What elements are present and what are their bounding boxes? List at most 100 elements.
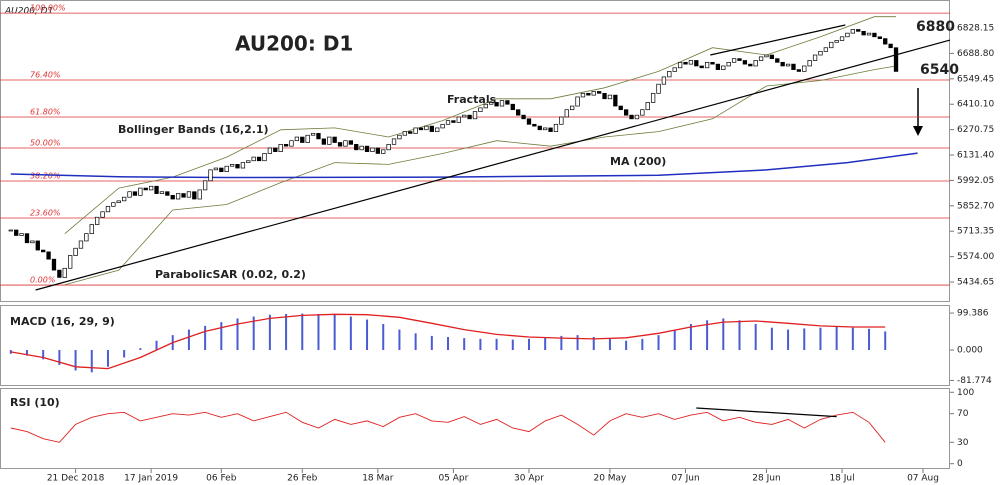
y-tick-label: -81.774 [957, 376, 992, 386]
macd-bar [835, 326, 838, 351]
candle [704, 61, 710, 69]
candle [154, 185, 159, 194]
candle [278, 143, 283, 152]
candle [467, 114, 472, 120]
candle [316, 133, 321, 140]
macd-bar [236, 318, 239, 351]
candle [483, 103, 488, 109]
trendline [696, 407, 837, 418]
candle [148, 185, 154, 191]
candle [537, 125, 542, 131]
candle [802, 65, 807, 72]
candle [435, 127, 440, 132]
candle [408, 131, 413, 134]
candle [883, 38, 888, 45]
macd-bar [285, 313, 288, 351]
x-tick-label: 21 Dec 2018 [47, 474, 105, 484]
candle [661, 76, 667, 85]
candle [710, 61, 715, 65]
candle [861, 30, 866, 36]
candle [229, 164, 235, 167]
candle [699, 65, 704, 69]
candle [246, 160, 251, 163]
candle [888, 43, 893, 49]
y-tick-label: 5852.70 [957, 201, 994, 211]
macd-bar [657, 335, 660, 351]
candle [570, 105, 575, 111]
macd-bar [414, 333, 417, 351]
candle [742, 60, 748, 65]
x-tick-label: 18 Jul [829, 474, 854, 484]
candle [159, 191, 165, 194]
candle [100, 211, 105, 218]
candle [213, 167, 219, 171]
candle [267, 147, 273, 154]
candle [645, 102, 650, 111]
macd-bar [463, 338, 466, 351]
macd-bar [187, 329, 190, 351]
x-tick-label: 18 Mar [362, 474, 394, 484]
trendline [35, 39, 951, 291]
y-tick-label: 6131.40 [957, 151, 994, 161]
candle [375, 147, 380, 154]
candle [197, 189, 202, 200]
candle [494, 102, 499, 107]
candle [251, 156, 256, 162]
macd-bar [220, 322, 223, 351]
macd-bar [366, 319, 369, 351]
macd-bar [641, 338, 644, 351]
candle [294, 136, 300, 142]
macd-bar [608, 338, 611, 351]
macd-signal [10, 313, 886, 370]
candle [429, 125, 434, 132]
candle [289, 140, 294, 147]
candle [8, 229, 13, 232]
candle [521, 114, 526, 120]
x-tick-label: 20 May [593, 474, 627, 484]
macd-bar [722, 318, 725, 351]
macd-title: MACD (16, 29, 9) [10, 315, 115, 328]
candle [219, 167, 224, 173]
macd-bar [495, 338, 498, 351]
macd-bar [479, 338, 482, 351]
candle [370, 147, 375, 152]
macd-bar [349, 316, 352, 351]
candle [764, 54, 769, 58]
macd-bar [576, 335, 579, 351]
candle [629, 114, 634, 120]
y-tick-label: 70 [957, 409, 969, 419]
x-tick-label: 07 Aug [907, 474, 939, 484]
price-panel-frame [0, 0, 950, 302]
rsi-line [10, 411, 886, 443]
candle [607, 94, 613, 100]
candle [105, 205, 111, 213]
candle [769, 54, 775, 60]
candle [656, 83, 661, 94]
candle [321, 138, 327, 145]
macd-bar [770, 327, 773, 351]
candle [235, 164, 240, 169]
candle [51, 258, 57, 271]
macd-bar [333, 314, 336, 351]
candle [445, 120, 451, 125]
candle [208, 169, 213, 182]
candle [575, 96, 580, 107]
macd-bar [819, 327, 822, 351]
candle [586, 92, 591, 96]
candle [111, 202, 116, 207]
macd-bar [787, 329, 790, 351]
candle [397, 134, 402, 140]
candle [532, 123, 537, 127]
candle [796, 69, 802, 72]
macd-bar [123, 350, 126, 358]
candle [121, 196, 127, 202]
macd-bar [268, 314, 271, 351]
candle [650, 92, 656, 103]
candle [337, 142, 343, 147]
candle [543, 127, 548, 131]
candle [823, 47, 829, 52]
y-tick-label: 6688.80 [957, 49, 994, 59]
candle [283, 143, 289, 147]
candle [300, 136, 305, 143]
y-tick-label: 0 [957, 459, 963, 469]
